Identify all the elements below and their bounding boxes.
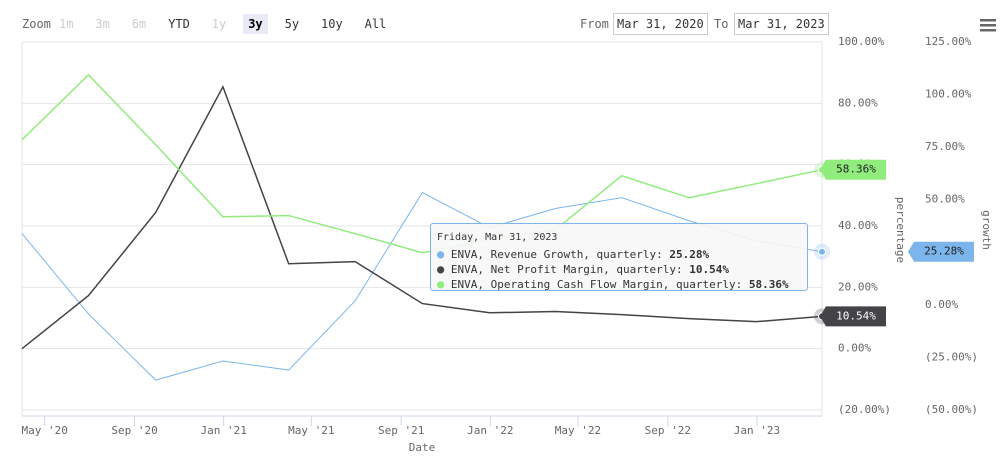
y2-tick-label: 100.00%	[925, 88, 972, 101]
y-tick-label: 80.00%	[838, 96, 878, 109]
range-button[interactable]: 3y	[243, 14, 268, 34]
tooltip-series-name: ENVA, Operating Cash Flow Margin, quarte…	[451, 278, 742, 291]
tooltip-value: 25.28%	[669, 248, 710, 261]
zoom-label: Zoom	[22, 17, 51, 31]
y2-tick-label: 50.00%	[925, 193, 965, 206]
from-label: From	[580, 17, 609, 31]
tooltip-row: ● ENVA, Net Profit Margin, quarterly 10.…	[437, 262, 807, 277]
x-axis-title: Date	[409, 441, 436, 454]
from-input[interactable]: Mar 31, 2020	[613, 13, 708, 35]
y-tick-label: 40.00%	[838, 219, 878, 232]
tooltip-value: 10.54%	[689, 263, 730, 276]
range-button[interactable]: YTD	[168, 17, 190, 31]
range-button[interactable]: 10y	[321, 17, 343, 31]
tooltip-dot: ●	[437, 247, 445, 261]
menu-bar	[980, 24, 996, 27]
y-tick-label: (20.00%)	[838, 403, 891, 416]
series-line	[21, 84, 823, 350]
y-tick-label: 0.00%	[838, 342, 871, 355]
y2-tick-label: (50.00%)	[925, 403, 978, 416]
tooltip: Friday, Mar 31, 2023 ● ENVA, Revenue Gro…	[430, 223, 808, 291]
y2-tick-label: 125.00%	[925, 35, 972, 48]
y2-tick-label: 75.00%	[925, 140, 965, 153]
tooltip-series-name: ENVA, Revenue Growth, quarterly	[451, 248, 663, 261]
range-button: 1m	[59, 17, 74, 31]
x-tick-label: May '21	[288, 424, 334, 437]
series-line	[21, 73, 823, 254]
y2-tick-label: 0.00%	[925, 298, 958, 311]
tooltip-value: 58.36%	[748, 278, 789, 291]
to-label: To	[714, 17, 729, 31]
tooltip-row: ● ENVA, Operating Cash Flow Margin, quar…	[437, 277, 807, 292]
tooltip-row: ● ENVA, Revenue Growth, quarterly 25.28%	[437, 247, 807, 262]
value-label: 58.36%	[836, 163, 876, 176]
tooltip-dot: ●	[437, 262, 445, 276]
x-tick-label: Jan '23	[734, 424, 780, 437]
tooltip-series-name: ENVA, Net Profit Margin, quarterly	[451, 263, 683, 276]
x-tick-label: Sep '20	[111, 424, 157, 437]
range-button[interactable]: All	[364, 17, 387, 31]
value-label: 10.54%	[836, 309, 876, 322]
to-input[interactable]: Mar 31, 2023	[734, 13, 829, 35]
series-line	[21, 191, 823, 381]
tooltip-dot: ●	[437, 277, 445, 291]
y-tick-label: 100.00%	[838, 35, 885, 48]
menu-bar	[980, 29, 996, 32]
value-flag	[908, 241, 974, 262]
tooltip-date: Friday, Mar 31, 2023	[437, 232, 558, 243]
x-tick-label: Sep '21	[378, 424, 424, 437]
y2-tick-label: (25.00%)	[925, 350, 978, 363]
range-button: 1y	[211, 17, 227, 31]
value-flag	[820, 306, 886, 327]
y2-axis-title: growth	[980, 210, 993, 250]
x-tick-label: May '20	[21, 424, 67, 437]
y-axis-title: percentage	[894, 197, 907, 263]
value-flag	[820, 159, 886, 180]
range-button: 3m	[95, 17, 110, 31]
value-label: 25.28%	[924, 245, 964, 258]
x-tick-label: Jan '22	[467, 424, 513, 437]
range-button[interactable]: 5y	[284, 17, 300, 31]
range-button: 6m	[131, 17, 147, 31]
menu-button[interactable]	[980, 19, 996, 32]
menu-bar	[980, 19, 996, 22]
x-tick-label: Sep '22	[645, 424, 691, 437]
point-marker	[818, 247, 826, 256]
x-tick-label: May '22	[555, 424, 601, 437]
y-tick-label: 20.00%	[838, 280, 878, 293]
x-tick-label: Jan '21	[200, 424, 246, 437]
